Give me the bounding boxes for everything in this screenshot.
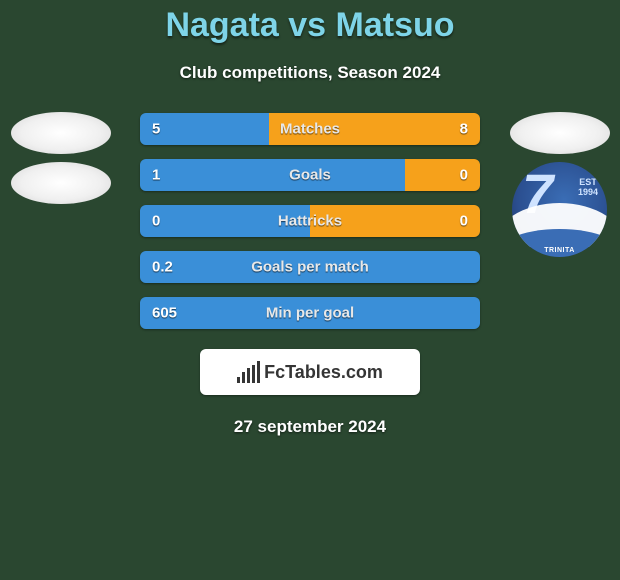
stat-value-right: 0	[460, 213, 468, 230]
left-badge-column	[8, 112, 113, 204]
stat-row: 1 0 Goals	[140, 159, 480, 191]
stat-label: Min per goal	[266, 305, 354, 322]
crest-est-year: 1994	[578, 187, 598, 197]
left-badge-2	[11, 162, 111, 204]
fctables-logo: FcTables.com	[200, 349, 420, 395]
stat-label: Hattricks	[278, 213, 342, 230]
logo-text: FcTables.com	[264, 362, 383, 383]
page-title: Nagata vs Matsuo	[0, 0, 620, 45]
right-badge-crest: 7 EST 1994 TRINITA	[512, 162, 607, 257]
crest-est: EST 1994	[578, 178, 598, 198]
stat-bar-left	[140, 159, 405, 191]
stat-row: 5 8 Matches	[140, 113, 480, 145]
stat-row: 0 0 Hattricks	[140, 205, 480, 237]
stat-row: 0.2 Goals per match	[140, 251, 480, 283]
stat-label: Goals	[289, 167, 331, 184]
crest-est-top: EST	[579, 177, 597, 187]
stat-label: Goals per match	[251, 259, 369, 276]
stat-value-right: 0	[460, 167, 468, 184]
stat-value-left: 1	[152, 167, 160, 184]
stat-label: Matches	[280, 121, 340, 138]
right-badge-column: 7 EST 1994 TRINITA	[507, 112, 612, 257]
crest-ribbon: TRINITA	[544, 247, 575, 254]
subtitle: Club competitions, Season 2024	[0, 63, 620, 83]
left-badge-1	[11, 112, 111, 154]
stat-value-left: 5	[152, 121, 160, 138]
stat-value-right: 8	[460, 121, 468, 138]
stat-value-left: 0.2	[152, 259, 173, 276]
stat-value-left: 0	[152, 213, 160, 230]
stat-row: 605 Min per goal	[140, 297, 480, 329]
stat-bar-right	[405, 159, 480, 191]
right-badge-1	[510, 112, 610, 154]
logo-bars-icon	[237, 361, 260, 383]
date-label: 27 september 2024	[0, 417, 620, 437]
stat-value-left: 605	[152, 305, 177, 322]
